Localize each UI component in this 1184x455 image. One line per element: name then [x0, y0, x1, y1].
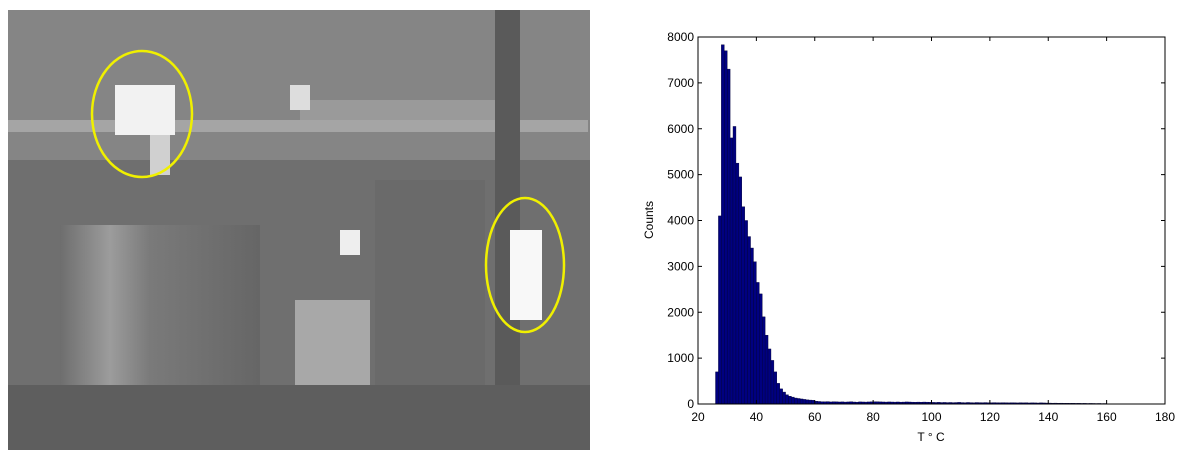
y-tick-label: 7000 — [667, 76, 694, 90]
image-floor — [8, 385, 590, 450]
bar — [739, 177, 742, 404]
x-tick-label: 60 — [808, 410, 822, 424]
x-tick-label: 120 — [980, 410, 1000, 424]
bar — [800, 399, 803, 404]
bar — [756, 282, 759, 404]
y-tick-label: 5000 — [667, 168, 694, 182]
bar — [803, 399, 806, 404]
x-tick-label: 20 — [691, 410, 705, 424]
y-tick-label: 4000 — [667, 214, 694, 228]
bar — [765, 335, 768, 404]
y-tick-label: 3000 — [667, 259, 694, 273]
bar — [748, 237, 751, 404]
bar — [742, 207, 745, 404]
bar — [783, 392, 786, 404]
bar — [751, 248, 754, 404]
image-cylinder — [60, 225, 260, 390]
bar — [786, 395, 789, 404]
bar — [809, 400, 812, 404]
bar — [762, 317, 765, 404]
y-tick-label: 1000 — [667, 351, 694, 365]
image-platform — [300, 100, 500, 120]
thermal-image — [8, 10, 590, 450]
bar — [759, 294, 762, 404]
y-tick-label: 6000 — [667, 122, 694, 136]
bar — [797, 398, 800, 404]
bar — [727, 69, 730, 404]
x-tick-label: 40 — [750, 410, 764, 424]
y-axis-label: Counts — [642, 201, 656, 239]
bar — [718, 216, 721, 404]
bar — [777, 383, 780, 404]
bar — [733, 126, 736, 404]
image-hotspot — [340, 230, 360, 255]
bar — [771, 360, 774, 404]
y-tick-label: 2000 — [667, 305, 694, 319]
x-tick-label: 100 — [921, 410, 941, 424]
image-hotspot — [290, 85, 310, 110]
bar — [716, 372, 719, 404]
bar — [736, 163, 739, 404]
bar — [768, 349, 771, 404]
y-tick-label: 0 — [687, 397, 694, 411]
x-tick-label: 80 — [866, 410, 880, 424]
bar — [806, 400, 809, 404]
x-tick-label: 180 — [1155, 410, 1175, 424]
bar — [724, 51, 727, 404]
bar — [774, 372, 777, 404]
bar — [721, 45, 724, 404]
bar — [788, 396, 791, 404]
histogram-chart: T ° C Counts 20 40 60 80 100 120 140 160 180 0 100… — [642, 30, 1175, 444]
bar — [780, 389, 783, 404]
bar — [745, 221, 748, 405]
x-tick-label: 140 — [1038, 410, 1058, 424]
bar — [730, 138, 733, 404]
bar — [791, 397, 794, 404]
image-hotspot — [115, 85, 175, 135]
bar — [794, 398, 797, 404]
image-panel — [295, 300, 370, 390]
x-tick-label: 160 — [1097, 410, 1117, 424]
x-axis-label: T ° C — [917, 430, 945, 444]
image-hotspot — [510, 230, 542, 320]
y-tick-label: 8000 — [667, 30, 694, 44]
bar — [753, 262, 756, 404]
